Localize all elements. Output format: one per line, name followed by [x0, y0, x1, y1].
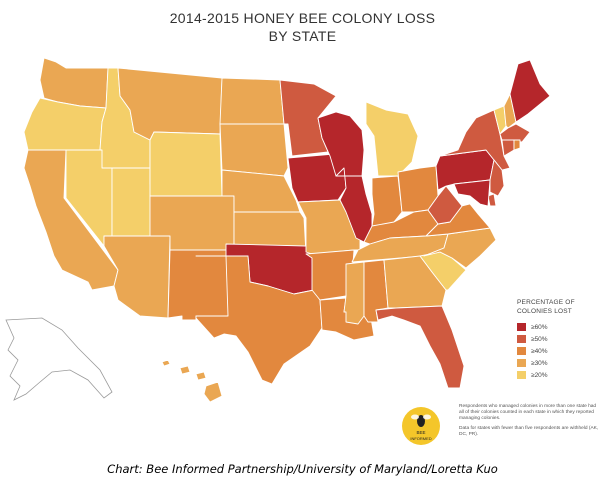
legend-swatch-30 — [517, 359, 526, 367]
legend-swatch-20 — [517, 371, 526, 379]
legend-label-20: ≥20% — [531, 371, 548, 379]
legend-label-50: ≥50% — [531, 335, 548, 343]
logo-text-informed: INFORMED — [410, 436, 431, 441]
state-md — [453, 179, 491, 207]
bee-informed-logo: BEE INFORMED — [402, 407, 440, 445]
state-sd — [219, 123, 289, 177]
state-ct — [501, 139, 515, 157]
state-wv — [427, 185, 463, 225]
state-il — [335, 167, 373, 243]
footnotes: Respondents who managed colonies in more… — [459, 404, 601, 442]
legend-swatch-40 — [517, 347, 526, 355]
state-mt — [117, 67, 223, 141]
state-ny — [439, 109, 511, 171]
state-fl — [375, 305, 465, 389]
state-me — [509, 59, 551, 123]
chart-title-line2: BY STATE — [268, 28, 337, 44]
state-de — [487, 193, 497, 207]
state-nm — [167, 249, 235, 321]
legend: PERCENTAGE OF COLONIES LOST ≥60% ≥50% ≥4… — [517, 298, 602, 381]
state-ms — [343, 261, 365, 325]
legend-item-60: ≥60% — [517, 321, 602, 333]
legend-label-30: ≥30% — [531, 359, 548, 367]
legend-swatch-50 — [517, 335, 526, 343]
state-ne — [221, 169, 301, 213]
state-ar — [305, 249, 355, 301]
chart-title-line1: 2014-2015 HONEY BEE COLONY LOSS — [169, 10, 436, 26]
legend-label-40: ≥40% — [531, 347, 548, 355]
legend-label-60: ≥60% — [531, 323, 548, 331]
state-ri — [513, 139, 521, 151]
source-credit: Chart: Bee Informed Partnership/Universi… — [107, 462, 498, 476]
alaska-outline — [5, 317, 113, 401]
state-wi — [317, 111, 365, 177]
state-nc — [423, 227, 497, 269]
states-layer — [23, 57, 551, 403]
state-wy — [149, 131, 223, 197]
legend-item-40: ≥40% — [517, 345, 602, 357]
state-nd — [219, 77, 285, 125]
footnote-2: Data for states with fewer than five res… — [459, 426, 599, 437]
legend-title-line2: COLONIES LOST — [517, 308, 572, 315]
legend-swatch-60 — [517, 323, 526, 331]
state-ca — [23, 149, 119, 291]
state-hi — [161, 359, 223, 403]
legend-item-50: ≥50% — [517, 333, 602, 345]
state-tx — [195, 255, 323, 385]
logo-text-bee: BEE — [416, 430, 425, 435]
state-nh — [503, 93, 517, 129]
legend-item-20: ≥20% — [517, 369, 602, 381]
legend-title-line1: PERCENTAGE OF — [517, 299, 575, 306]
state-nj — [489, 159, 505, 197]
state-ks — [233, 211, 307, 255]
legend-item-30: ≥30% — [517, 357, 602, 369]
state-mi — [365, 101, 419, 177]
footnote-1: Respondents who managed colonies in more… — [459, 404, 597, 421]
